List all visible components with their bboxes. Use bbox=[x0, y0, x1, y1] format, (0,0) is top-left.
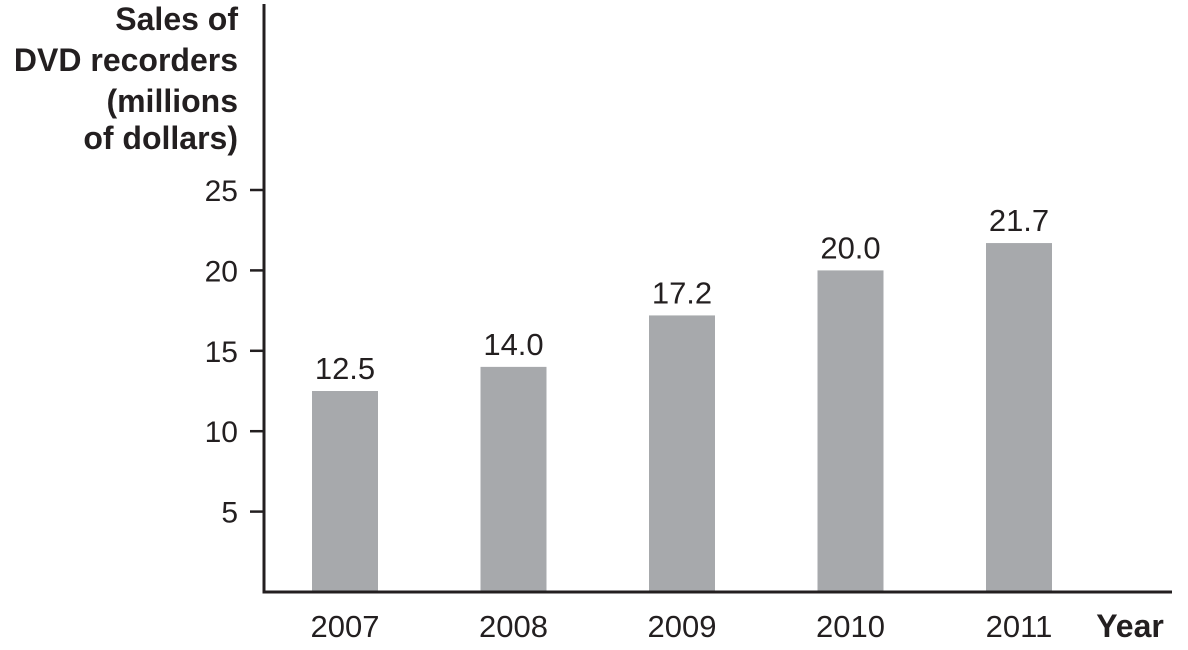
y-tick-label: 10 bbox=[205, 416, 238, 449]
bar bbox=[986, 243, 1052, 592]
bars-group bbox=[312, 243, 1052, 592]
value-labels-group: 12.5 14.0 17.2 20.0 21.7 bbox=[315, 203, 1049, 386]
y-axis-label-line: of dollars) bbox=[83, 120, 238, 156]
y-tick-label: 20 bbox=[205, 255, 238, 288]
x-ticks-group: 2007 2008 2009 2010 2011 bbox=[311, 609, 1053, 644]
bar-value-label: 20.0 bbox=[820, 230, 880, 265]
x-tick-label: 2008 bbox=[479, 609, 548, 644]
y-tick-label: 5 bbox=[221, 497, 238, 530]
x-tick-label: 2010 bbox=[816, 609, 885, 644]
bar-value-label: 21.7 bbox=[989, 203, 1049, 238]
x-axis-label: Year bbox=[1096, 608, 1164, 644]
bar bbox=[817, 270, 884, 592]
bar-value-label: 17.2 bbox=[652, 275, 712, 310]
x-tick-label: 2009 bbox=[648, 609, 717, 644]
bar bbox=[480, 366, 547, 592]
y-axis-label-line: Sales of bbox=[115, 1, 238, 37]
y-ticks-group: 5 10 15 20 25 bbox=[205, 175, 264, 530]
y-axis-label-line: (millions bbox=[106, 83, 238, 119]
y-tick-label: 15 bbox=[205, 336, 238, 369]
x-tick-label: 2011 bbox=[986, 609, 1053, 644]
bar-value-label: 14.0 bbox=[483, 327, 543, 362]
y-axis-label: Sales of DVD recorders (millions of doll… bbox=[14, 1, 238, 156]
bar bbox=[312, 391, 378, 592]
y-axis-label-line: DVD recorders bbox=[14, 42, 238, 78]
x-tick-label: 2007 bbox=[311, 609, 380, 644]
bar-value-label: 12.5 bbox=[315, 351, 375, 386]
y-tick-label: 25 bbox=[205, 175, 238, 208]
bar bbox=[649, 315, 715, 592]
